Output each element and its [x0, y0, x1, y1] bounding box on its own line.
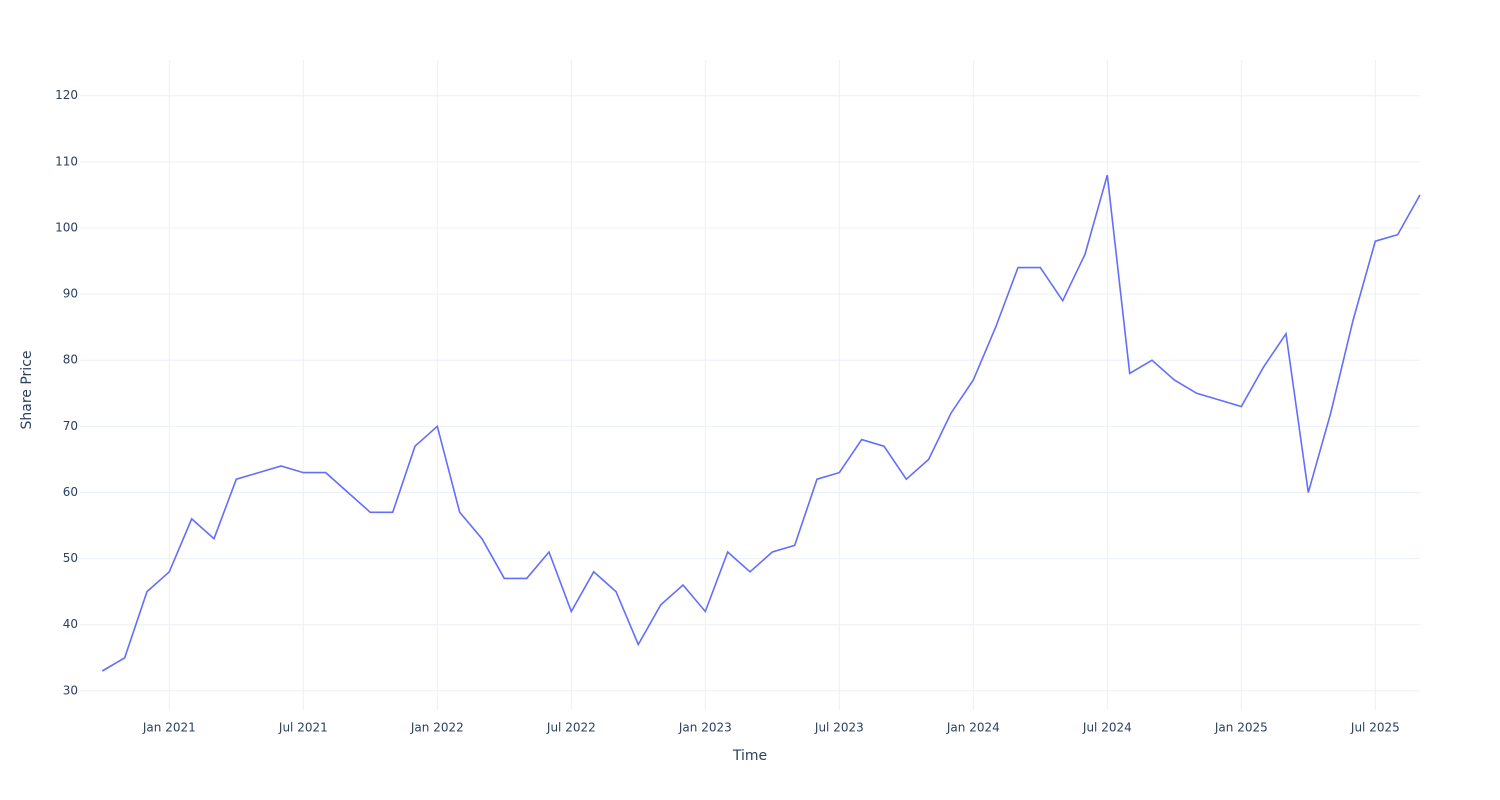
x-tick-label: Jul 2022 [546, 721, 596, 735]
x-tick-label: Jul 2025 [1350, 721, 1400, 735]
y-tick-label: 110 [55, 154, 78, 168]
x-tick-label: Jan 2025 [1214, 721, 1268, 735]
y-axis-title: Share Price [19, 350, 35, 429]
x-axis-title: Time [732, 748, 767, 764]
x-tick-label: Jan 2023 [678, 721, 732, 735]
y-tick-label: 80 [63, 353, 78, 367]
y-tick-label: 40 [63, 617, 78, 631]
price-line [101, 174, 1421, 672]
y-tick-label: 60 [63, 485, 78, 499]
x-tick-label: Jul 2024 [1082, 721, 1132, 735]
y-tick-label: 70 [63, 419, 78, 433]
x-tick-label: Jan 2022 [410, 721, 464, 735]
x-tick-label: Jul 2023 [814, 721, 864, 735]
y-tick-label: 100 [55, 220, 78, 234]
y-tick-label: 50 [63, 551, 78, 565]
x-tick-label: Jul 2021 [278, 721, 328, 735]
y-tick-label: 30 [63, 683, 78, 697]
x-tick-label: Jan 2021 [142, 721, 196, 735]
y-tick-label: 90 [63, 287, 78, 301]
y-tick-label: 120 [55, 88, 78, 102]
x-tick-label: Jan 2024 [946, 721, 1000, 735]
